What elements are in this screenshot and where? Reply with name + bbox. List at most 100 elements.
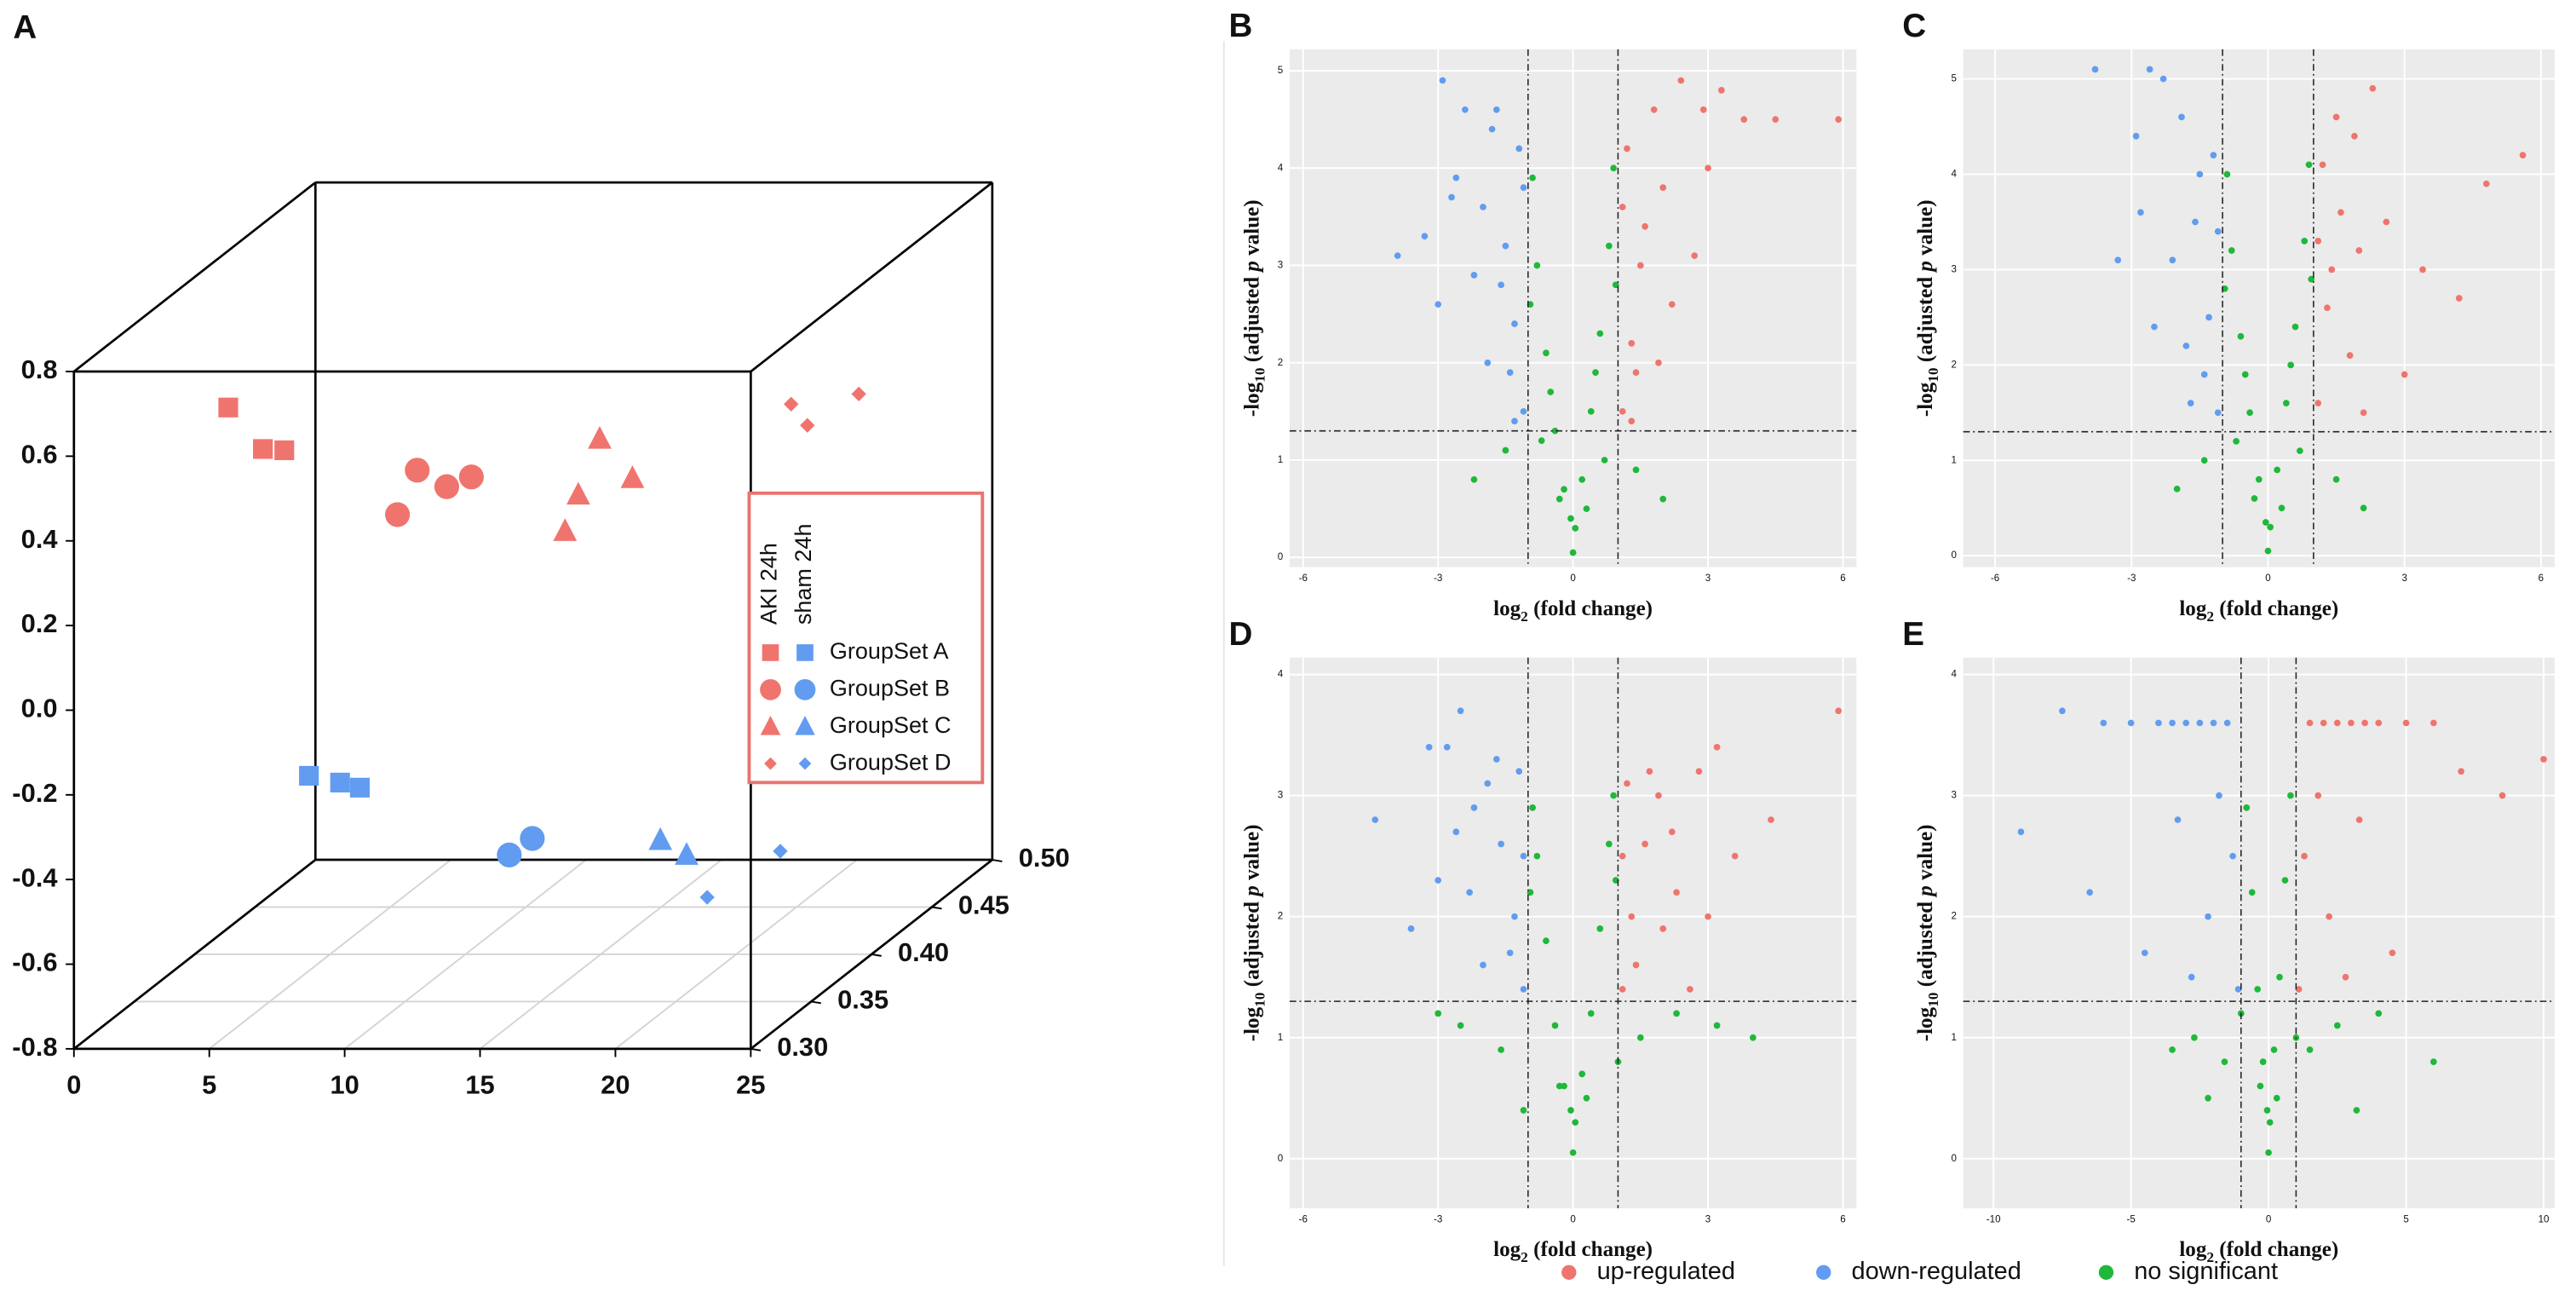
panel-letter: E	[1902, 616, 1924, 653]
point	[2270, 1046, 2278, 1053]
point	[2301, 852, 2308, 860]
x-tick-label: 0	[66, 1069, 81, 1099]
point	[1480, 961, 1486, 969]
point	[2246, 409, 2253, 417]
point	[1543, 349, 1550, 357]
x-tick-label: -3	[1434, 1215, 1442, 1225]
point	[1480, 204, 1486, 210]
y-axis-label-part: p	[1240, 885, 1263, 898]
point	[1470, 804, 1478, 811]
y-tick-label: 1	[1951, 455, 1956, 465]
point	[2274, 466, 2281, 474]
marker-circle	[434, 474, 460, 499]
point	[2205, 314, 2212, 321]
x-axis-label-part: log	[2179, 1238, 2206, 1261]
point	[2243, 804, 2251, 811]
z-tick-label: 0.40	[898, 937, 949, 967]
x-axis-label: log2 (fold change)	[1493, 597, 1653, 625]
box-edge	[72, 181, 317, 373]
point	[2267, 523, 2274, 531]
point	[2205, 913, 2211, 920]
x-axis-label: log2 (fold change)	[2179, 1238, 2338, 1266]
y-tick-label: 2	[1278, 912, 1283, 922]
y-tick-label: -0.2	[12, 778, 57, 808]
legend-label: GroupSet B	[830, 675, 950, 700]
point	[1555, 1082, 1563, 1090]
point	[2257, 1082, 2264, 1090]
point	[1452, 828, 1460, 836]
y-tick-label: 4	[1951, 670, 1957, 680]
marker-diamond	[699, 890, 715, 905]
y-tick-label: 4	[1951, 170, 1957, 180]
point	[2314, 237, 2322, 245]
point	[2182, 343, 2190, 349]
marker-circle	[458, 464, 484, 490]
z-tick	[871, 953, 882, 957]
point	[1435, 877, 1442, 884]
point	[2333, 719, 2341, 727]
point	[2429, 719, 2437, 727]
point	[2540, 756, 2547, 763]
point	[1673, 889, 1680, 896]
point	[1484, 780, 1492, 787]
z-tick-label: 0.35	[837, 985, 888, 1015]
panel-letter: A	[13, 9, 37, 46]
y-tick-label: 1	[1278, 455, 1283, 465]
legend-swatch	[1816, 1265, 1831, 1280]
point	[2429, 1058, 2437, 1066]
point	[2355, 816, 2363, 823]
point	[2262, 519, 2269, 526]
point	[1457, 707, 1464, 715]
point	[1551, 427, 1559, 435]
point	[1605, 242, 1613, 250]
point	[1578, 475, 1586, 483]
point	[1642, 222, 1648, 230]
point	[2306, 719, 2314, 727]
point	[1520, 184, 1527, 191]
point	[2228, 247, 2235, 254]
marker-diamond	[798, 757, 812, 770]
point	[2187, 400, 2194, 406]
point	[1691, 252, 1699, 259]
x-axis-label-part: 2	[2206, 608, 2214, 625]
point	[1533, 262, 1541, 269]
x-axis-label-part: 2	[2206, 1250, 2214, 1266]
marker-triangle	[588, 425, 612, 449]
point	[2324, 304, 2331, 312]
point	[2458, 768, 2464, 775]
point	[1596, 925, 1604, 932]
point	[2191, 1034, 2198, 1041]
marker-square	[274, 440, 295, 460]
point	[1452, 174, 1460, 181]
point	[1583, 1094, 1590, 1102]
point	[1587, 407, 1595, 415]
point	[2482, 180, 2490, 187]
point	[1407, 925, 1415, 932]
marker-triangle	[648, 827, 673, 850]
y-axis-label-part: 10	[1926, 992, 1942, 1007]
point	[1470, 272, 1478, 279]
point	[2229, 852, 2236, 860]
point	[2264, 547, 2272, 555]
point	[2159, 75, 2167, 83]
point	[1462, 106, 1469, 113]
point	[1572, 525, 1579, 532]
point	[1632, 466, 1640, 474]
point	[1610, 164, 1617, 172]
point	[1561, 1082, 1567, 1090]
point	[1484, 359, 1492, 366]
point	[2319, 161, 2326, 169]
point	[1583, 505, 1590, 512]
marker-diamond	[800, 418, 815, 433]
panel-letter: D	[1229, 616, 1253, 653]
point	[1636, 262, 1644, 269]
y-tick-label: 0	[1278, 1154, 1283, 1164]
x-tick-label: -3	[2127, 573, 2136, 584]
x-axis-label-part: (fold change)	[2214, 1238, 2338, 1261]
point	[2401, 371, 2408, 378]
y-tick-label: 5	[1278, 66, 1283, 76]
point	[1435, 301, 1442, 308]
point	[2196, 719, 2204, 727]
point	[1628, 340, 1636, 347]
point	[2383, 218, 2390, 226]
